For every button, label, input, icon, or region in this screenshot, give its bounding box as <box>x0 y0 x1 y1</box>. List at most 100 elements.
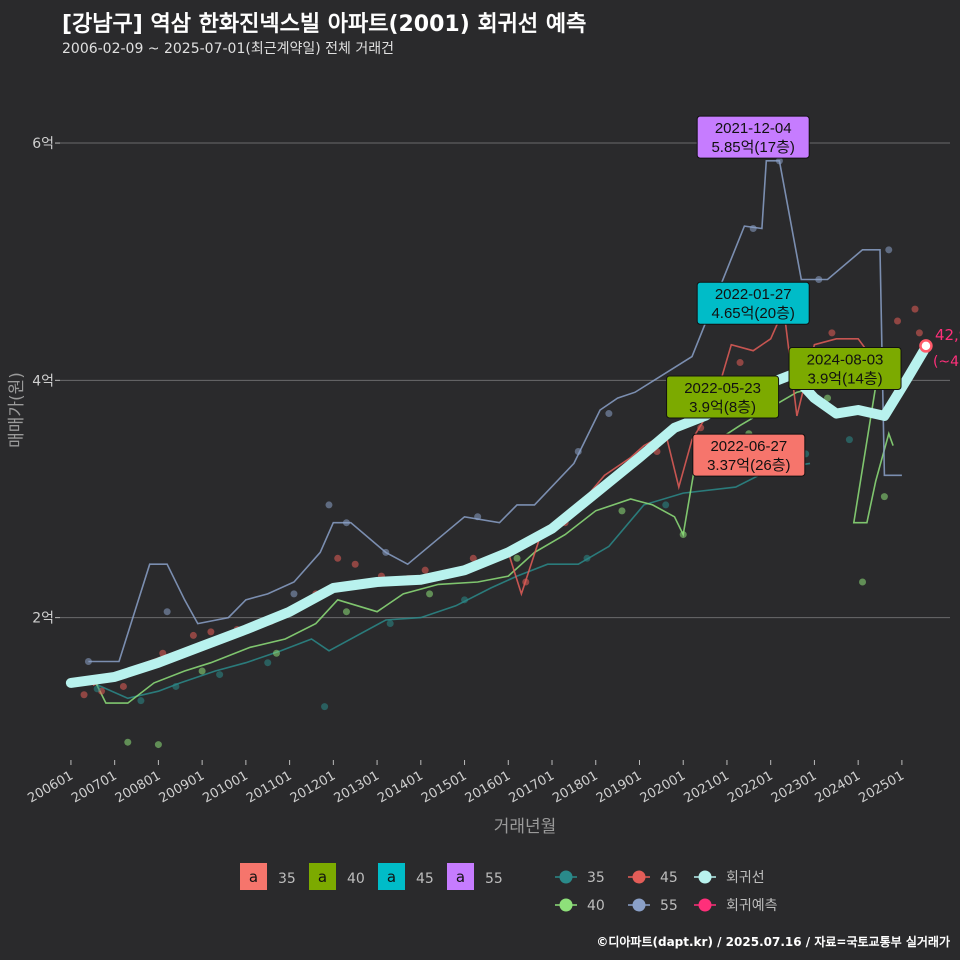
data-point <box>461 596 469 604</box>
legend-swatch-45 <box>378 863 405 890</box>
legend-label-55: 55 <box>660 898 678 914</box>
series-line-55 <box>88 160 902 663</box>
annotation-date: 2022-06-27 <box>710 438 787 455</box>
x-tick-label: 201501 <box>419 768 469 806</box>
annotation-date: 2022-05-23 <box>684 380 761 397</box>
data-point <box>421 566 429 574</box>
legend-label-회귀예측: 회귀예측 <box>726 898 778 914</box>
y-axis-title: 매매가(원) <box>7 372 27 448</box>
chart-subtitle: 2006-02-09 ~ 2025-07-01(최근계약일) 전체 거래건 <box>62 41 394 57</box>
data-point <box>342 608 350 616</box>
x-tick-label: 201001 <box>200 768 250 806</box>
x-tick-label: 201701 <box>507 768 557 806</box>
legend-label-55: 55 <box>485 871 503 887</box>
legend-label-40: 40 <box>587 898 605 914</box>
x-tick-label: 201801 <box>550 768 600 806</box>
data-point <box>859 578 867 586</box>
data-point <box>697 424 705 432</box>
x-tick-label: 200801 <box>113 768 163 806</box>
annotation-box: 2022-05-23 3.9억(8층) <box>666 375 780 419</box>
x-tick-label: 201901 <box>594 768 644 806</box>
x-tick-label: 201601 <box>463 768 513 806</box>
x-tick-label: 200701 <box>69 768 119 806</box>
annotation-value: 3.37억(26층) <box>707 457 790 474</box>
annotation-box: 2022-01-27 4.65억(20층) <box>696 281 810 325</box>
data-point <box>469 554 477 562</box>
x-tick-label: 202001 <box>638 768 688 806</box>
legend-glyph: a <box>318 868 327 886</box>
legend-dot <box>632 870 646 884</box>
legend-label-회귀선: 회귀선 <box>726 870 765 886</box>
y-tick-label: 6억 <box>32 136 54 152</box>
data-point <box>342 519 350 527</box>
legend-label-45: 45 <box>660 870 678 886</box>
data-point <box>880 493 888 501</box>
data-point <box>334 554 342 562</box>
data-point <box>885 246 893 254</box>
data-point <box>119 682 127 690</box>
data-point <box>749 224 757 232</box>
data-point <box>605 410 613 418</box>
regression-line <box>65 345 929 688</box>
data-point <box>163 608 171 616</box>
data-point <box>325 501 333 509</box>
data-point <box>618 507 626 515</box>
data-point <box>272 649 280 657</box>
annotation-bg <box>696 115 810 159</box>
data-point <box>189 631 197 639</box>
data-point <box>290 590 298 598</box>
annotation-value: 3.9억(8층) <box>689 399 756 416</box>
data-point <box>911 305 919 313</box>
x-tick-label: 202501 <box>856 768 906 806</box>
data-point <box>382 548 390 556</box>
data-point <box>845 436 853 444</box>
data-point <box>736 359 744 367</box>
data-point <box>679 531 687 539</box>
data-point <box>513 554 521 562</box>
legend-label-45: 45 <box>416 871 434 887</box>
prediction-price-label: 42,900 <box>935 326 960 344</box>
annotation-date: 2022-01-27 <box>715 286 792 303</box>
annotation-box: 2022-06-27 3.37억(26층) <box>692 433 806 477</box>
annotation-bg <box>696 281 810 325</box>
legend-glyph: a <box>387 868 396 886</box>
data-point <box>207 628 215 636</box>
data-point <box>124 738 132 746</box>
data-point <box>386 620 394 628</box>
x-tick-label: 200601 <box>25 768 75 806</box>
legend-glyph: a <box>249 868 258 886</box>
data-point <box>264 659 272 667</box>
data-point <box>828 329 836 337</box>
legend-label-35: 35 <box>278 871 296 887</box>
data-point <box>583 554 591 562</box>
legend-dot <box>698 898 712 912</box>
legend-dot <box>698 870 712 884</box>
legend-label-35: 35 <box>587 870 605 886</box>
legend-swatch-55 <box>447 863 474 890</box>
data-point <box>522 578 530 586</box>
legend-dot <box>559 898 573 912</box>
annotation-value: 4.65억(20층) <box>711 305 794 322</box>
legend-dot <box>632 898 646 912</box>
data-point <box>321 703 329 711</box>
x-tick-label: 200901 <box>157 768 207 806</box>
x-tick-label: 202201 <box>725 768 775 806</box>
data-point <box>93 685 101 693</box>
annotation-bg <box>788 346 902 390</box>
annotation-bg <box>666 375 780 419</box>
legend-label-40: 40 <box>347 871 365 887</box>
y-tick-label: 4억 <box>32 373 54 389</box>
data-point <box>154 741 162 749</box>
data-point <box>159 649 167 657</box>
annotation-bg <box>692 433 806 477</box>
x-tick-label: 201301 <box>332 768 382 806</box>
y-tick-label: 2억 <box>32 611 54 627</box>
x-tick-label: 202101 <box>681 768 731 806</box>
data-point <box>815 275 823 283</box>
data-point <box>426 590 434 598</box>
prediction-area-label: (~45㎡) <box>933 354 960 370</box>
x-tick-label: 202401 <box>813 768 863 806</box>
x-tick-label: 201101 <box>244 768 294 806</box>
data-point <box>775 157 783 165</box>
source-caption: ©디아파트(dapt.kr) / 2025.07.16 / 자료=국토교통부 실… <box>596 935 950 949</box>
